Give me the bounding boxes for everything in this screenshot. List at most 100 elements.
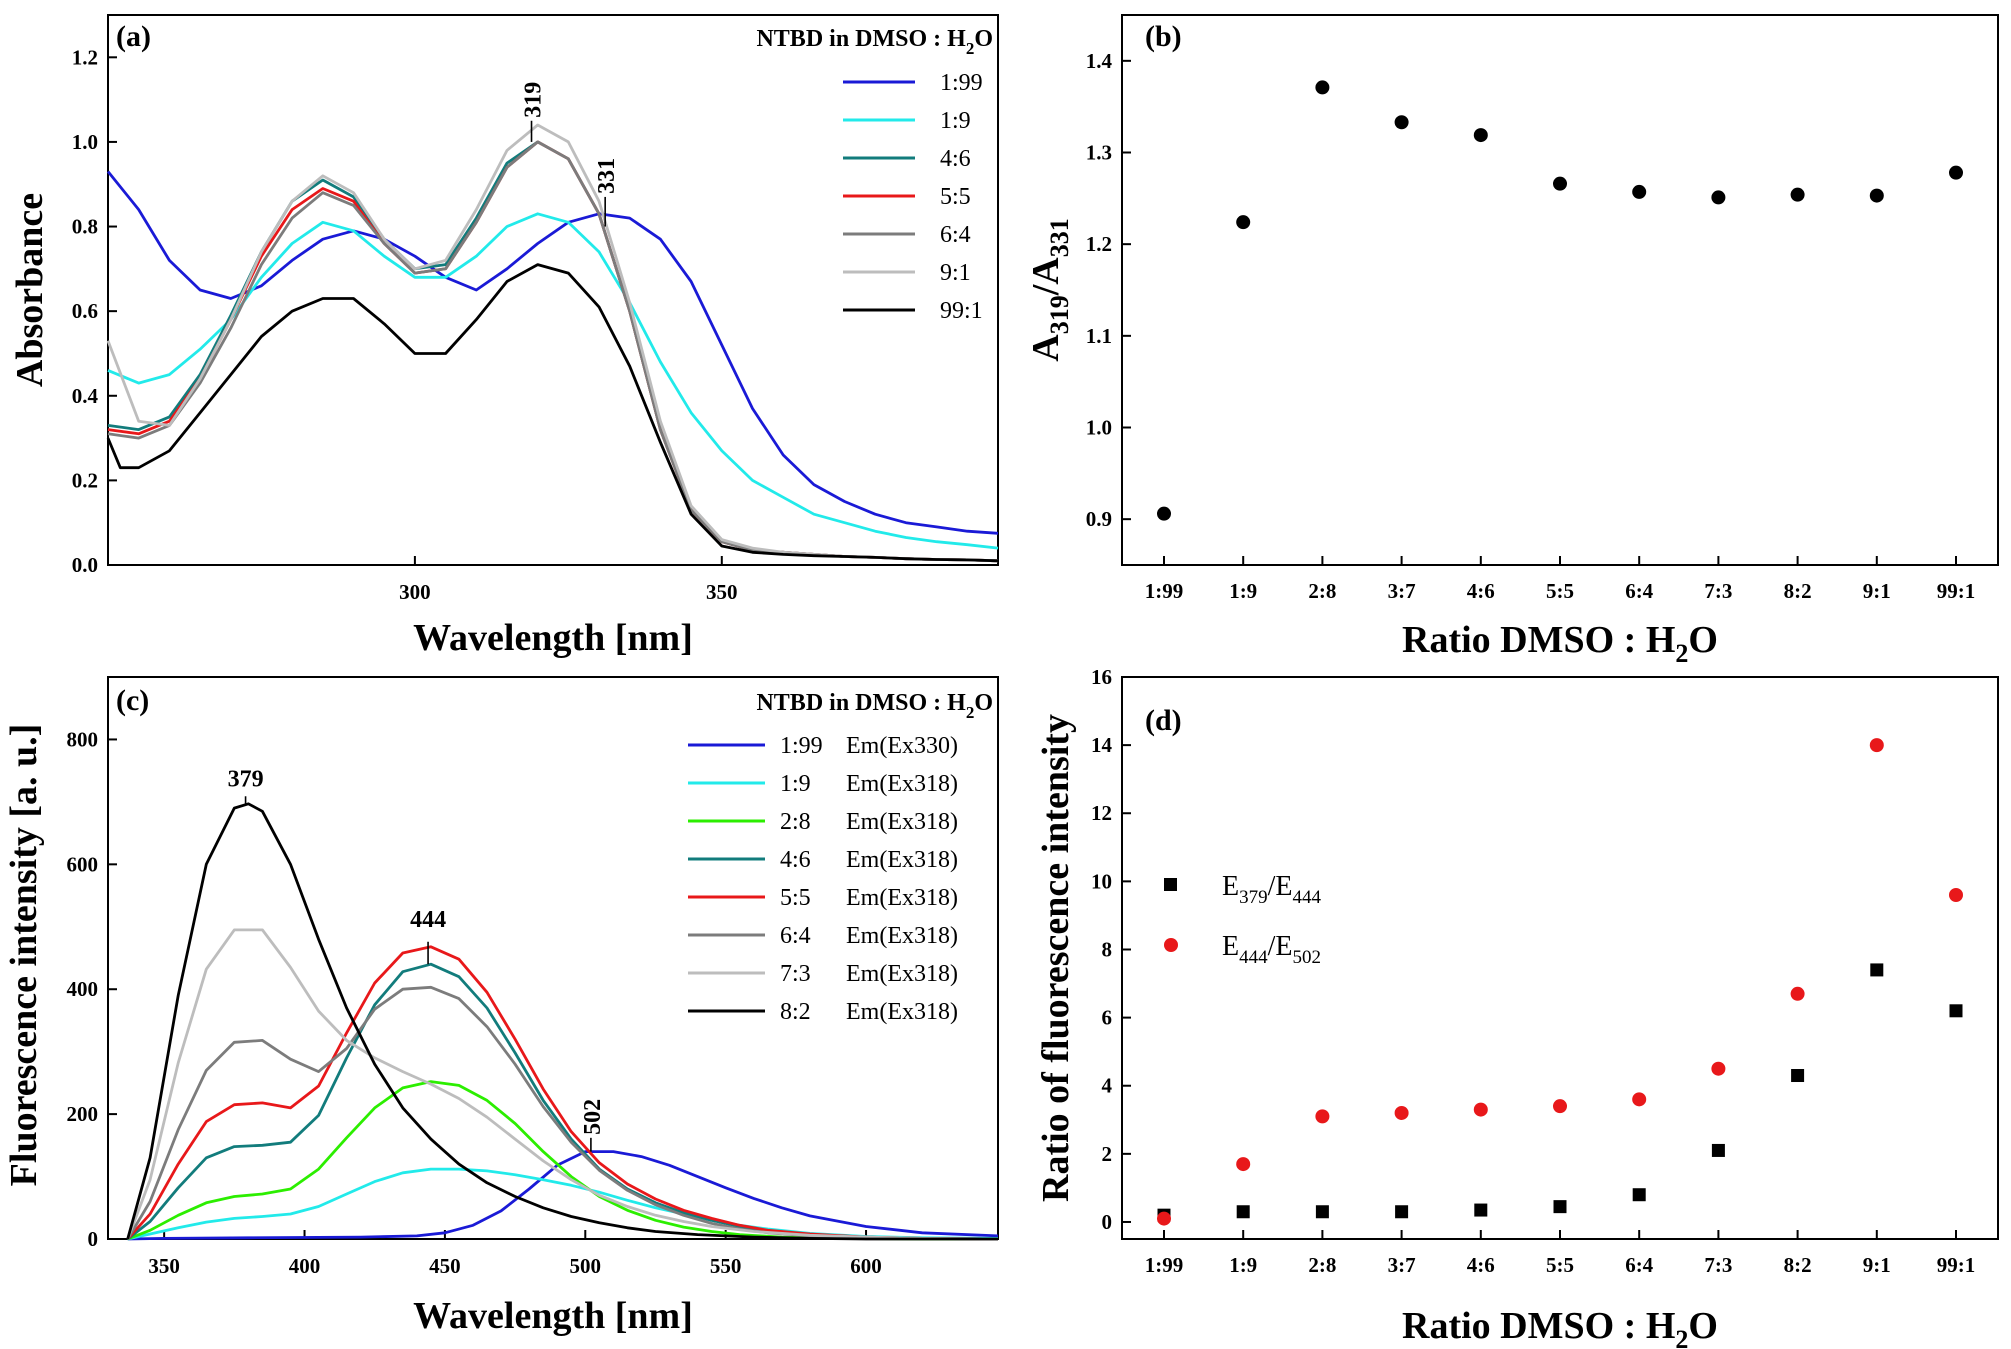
panel-d-data-point [1711, 1061, 1726, 1076]
panel-a-peak-label: 331 [594, 158, 620, 194]
panel-d-x-axis-label-main: Ratio DMSO : H [1402, 1305, 1675, 1347]
panel-c-legend-title-main: NTBD in DMSO : H [756, 690, 966, 716]
panel-d-x-tick-label: 1:9 [1229, 1253, 1257, 1277]
panel-a-y-tick-label: 1.0 [72, 130, 98, 154]
panel-b-x-tick-label: 99:1 [1937, 579, 1976, 603]
panel-b-y-axis-label-sub2: 331 [1045, 218, 1074, 257]
panel-d-x-tick-label: 2:8 [1308, 1253, 1336, 1277]
panel-b-x-tick-label: 6:4 [1625, 579, 1653, 603]
panel-d-data-point [1315, 1205, 1329, 1219]
panel-d-x-axis-label: Ratio DMSO : H2O [1402, 1305, 1718, 1349]
panel-d-data-point [1791, 1069, 1805, 1083]
panel-b-x-tick-label: 7:3 [1704, 579, 1732, 603]
panel-b-data-point [1473, 128, 1488, 143]
panel-a-frame [107, 14, 999, 566]
panel-b-data-point [1632, 184, 1647, 199]
panel-d-data-point [1949, 1004, 1963, 1018]
panel-c-legend-label-excitation: Em(Ex318) [846, 961, 958, 987]
panel-b-x-axis-label-end: O [1688, 619, 1718, 661]
panel-d-x-tick-label: 99:1 [1937, 1253, 1976, 1277]
panel-c-lines [126, 802, 999, 1241]
panel-b-data-point [1790, 187, 1805, 202]
panel-c-legend-label: 8:2 [780, 999, 811, 1025]
panel-c-legend-label: 1:9 [780, 771, 811, 797]
panel-d-y-tick-label: 0 [1102, 1210, 1113, 1234]
panel-c-peak-label: 379 [228, 766, 264, 792]
panel-d-y-tick-label: 4 [1102, 1074, 1113, 1098]
panel-d: 1:99 1:9 2:8 3:7 4:6 5:5 6:4 7:3 8:2 9:1 99:1 0 2 4 6 8… [1035, 665, 1999, 1349]
panel-d-y-tick-label: 6 [1102, 1006, 1113, 1030]
panel-a-legend-title-main: NTBD in DMSO : H [756, 26, 966, 52]
panel-d-data-point [1553, 1099, 1567, 1114]
panel-d-data-point [1395, 1205, 1409, 1219]
panel-a-x-axis-label: Wavelength [nm] [413, 617, 693, 659]
panel-a-series-line [106, 263, 999, 563]
panel-d-y-tick-label: 12 [1091, 801, 1112, 825]
panel-b-points [1157, 80, 1963, 521]
panel-b-data-point [1711, 190, 1726, 205]
panel-d-data-point [1157, 1211, 1171, 1226]
panel-c-series-line [127, 1080, 998, 1241]
panel-d-y-tick-label: 10 [1091, 869, 1112, 893]
panel-b-x-tick-label: 9:1 [1863, 579, 1891, 603]
panel-a-y-axis-label: Absorbance [9, 193, 51, 387]
panel-b-x-tick-label: 5:5 [1546, 579, 1574, 603]
panel-c-legend-label: 5:5 [780, 885, 811, 911]
panel-d-x-tick-label: 8:2 [1784, 1253, 1812, 1277]
panel-c-peak-label: 444 [410, 907, 446, 933]
panel-a-x-tick-label: 300 [399, 580, 431, 604]
panel-d-legend-label-part: E [1222, 931, 1239, 962]
panel-a-legend-label: 4:6 [940, 146, 971, 172]
panel-b: 1:99 1:9 2:8 3:7 4:6 5:5 6:4 7:3 8:2 9:1 99:1 0.9 1.… [1025, 14, 1999, 668]
panel-b-x-tick-label: 1:99 [1145, 579, 1184, 603]
panel-d-legend-label-part: 444 [1239, 947, 1268, 968]
panel-c-series-line [126, 928, 999, 1241]
panel-d-data-point [1632, 1092, 1647, 1107]
panel-a-legend-label: 6:4 [940, 222, 971, 248]
panel-c-legend: 1:99 Em(Ex330) 1:9 Em(Ex318) 2:8 Em(Ex318) 4:6… [688, 733, 958, 1025]
panel-c-legend-label: 7:3 [780, 961, 811, 987]
panel-d-x-tick-label: 4:6 [1467, 1253, 1495, 1277]
panel-b-y-tick-label: 0.9 [1086, 507, 1112, 531]
panel-c-series-line [127, 1150, 999, 1241]
panel-d-y-tick-label: 8 [1102, 937, 1113, 961]
panel-b-x-axis-label-sub: 2 [1675, 639, 1688, 668]
panel-b-y-axis-label-sub1: 319 [1045, 295, 1074, 334]
panel-a-peak-label: 319 [521, 82, 547, 118]
panel-c-peak-label: 502 [580, 1099, 606, 1135]
panel-c-x-tick-label: 600 [850, 1254, 882, 1278]
panel-a-legend-label: 1:99 [940, 70, 983, 96]
panel-a-x-tick-label: 350 [706, 580, 738, 604]
panel-c-legend-title-sub: 2 [966, 703, 975, 722]
panel-b-x-tick-label: 1:9 [1229, 579, 1257, 603]
panel-d-x-tick-label: 7:3 [1704, 1253, 1732, 1277]
panel-b-y-axis-label: A319/A331 [1025, 218, 1074, 361]
panel-c-y-tick-label: 800 [67, 727, 99, 751]
panel-a-legend-title: NTBD in DMSO : H2O [756, 26, 993, 58]
panel-d-legend-label-part: /E [1268, 871, 1293, 902]
panel-a-y-tick-label: 1.2 [72, 45, 98, 69]
panel-a-legend: 1:99 1:9 4:6 5:5 6:4 9:1 99:1 [843, 70, 983, 324]
panel-a-y-tick-label: 0.2 [72, 468, 98, 492]
panel-b-data-point [1949, 165, 1963, 180]
panel-a-legend-title-sub: 2 [966, 39, 975, 58]
panel-b-x-tick-label: 4:6 [1467, 579, 1495, 603]
panel-b-y-axis-label-a: A [1025, 334, 1067, 362]
panel-d-x-tick-label: 5:5 [1546, 1253, 1574, 1277]
panel-a-series-line [107, 212, 999, 550]
panel-a-y-tick-label: 0.6 [72, 299, 98, 323]
panel-d-legend-label-part: /E [1268, 931, 1293, 962]
panel-c-legend-label-excitation: Em(Ex318) [846, 923, 958, 949]
panel-d-legend-label: E444/E502 [1222, 931, 1321, 968]
panel-b-y-tick-label: 1.4 [1086, 49, 1113, 73]
panel-d-data-point [1236, 1157, 1251, 1172]
panel-c-legend-label: 4:6 [780, 847, 811, 873]
panel-d-data-point [1711, 1143, 1725, 1157]
panel-d-data-point [1632, 1188, 1646, 1202]
panel-c-legend-title-end: O [974, 690, 993, 716]
panel-d-data-point [1473, 1102, 1488, 1117]
panel-b-x-tick-label: 2:8 [1308, 579, 1336, 603]
panel-b-ticks: 1:99 1:9 2:8 3:7 4:6 5:5 6:4 7:3 8:2 9:1 99:1 0.9 1.… [1086, 49, 1976, 603]
